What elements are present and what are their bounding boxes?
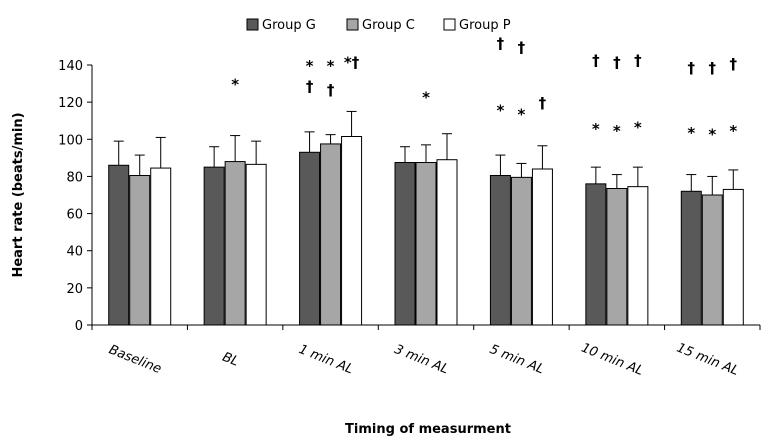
bar <box>394 162 416 326</box>
x-tick-label: 5 min AL <box>487 342 546 377</box>
significance-markers: ** * *†† † *† †* *†† † †* * *† † †* * * <box>231 35 737 144</box>
significance-marker: † <box>592 51 600 69</box>
bar <box>585 183 607 326</box>
bar <box>224 161 246 326</box>
significance-marker: † <box>688 59 696 77</box>
legend-label: Group C <box>362 18 415 33</box>
significance-marker: * <box>422 89 430 107</box>
significance-marker: † <box>613 53 621 71</box>
significance-marker: * <box>613 122 621 140</box>
x-tick-label: 15 min AL <box>674 341 740 379</box>
bar <box>436 159 458 326</box>
legend-label: Group P <box>459 18 511 33</box>
error-bars <box>113 110 739 195</box>
significance-marker: * <box>634 118 642 136</box>
significance-marker: * <box>306 57 314 75</box>
bar <box>341 136 363 326</box>
bar <box>203 166 225 326</box>
significance-marker: † <box>327 81 335 99</box>
y-axis: 0 20 40 60 80 100 120 140 <box>58 59 93 334</box>
x-tick-label: 1 min AL <box>297 342 356 377</box>
significance-marker: * <box>327 57 335 75</box>
x-tick-label: BL <box>220 350 241 370</box>
bar-series <box>108 136 744 326</box>
legend: Group G Group C Group P <box>246 18 511 33</box>
bar <box>129 175 151 326</box>
significance-marker: † <box>497 35 505 53</box>
significance-marker: † <box>730 55 738 73</box>
x-tick-label: 3 min AL <box>392 342 451 377</box>
y-tick-label: 20 <box>66 282 83 297</box>
significance-marker: * <box>687 124 695 142</box>
bar <box>701 194 723 326</box>
significance-marker: * <box>592 120 600 138</box>
y-axis-title: Heart rate (beats/min) <box>11 112 26 277</box>
y-tick-label: 120 <box>58 96 83 111</box>
y-tick-label: 0 <box>75 319 83 334</box>
y-tick-label: 100 <box>58 133 83 148</box>
bar <box>299 151 321 326</box>
legend-swatch <box>246 18 259 31</box>
legend-swatch <box>443 18 456 31</box>
bar <box>150 167 172 326</box>
y-tick-label: 40 <box>66 245 83 260</box>
y-tick-label: 60 <box>66 208 83 223</box>
bar <box>680 190 702 326</box>
legend-label: Group G <box>262 18 316 33</box>
significance-marker: * <box>231 76 239 94</box>
significance-marker: * <box>708 126 716 144</box>
x-axis: Baseline BL 1 min AL 3 min AL 5 min AL 10 min… <box>91 324 761 379</box>
bar <box>245 163 267 326</box>
significance-marker: * <box>729 122 737 140</box>
significance-marker: *† <box>344 53 360 71</box>
y-tick-label: 80 <box>66 170 83 185</box>
significance-marker: † <box>539 94 547 112</box>
significance-marker: * <box>517 105 525 123</box>
bar <box>108 164 130 326</box>
significance-marker: † <box>518 38 526 56</box>
bar <box>606 188 628 326</box>
significance-marker: † <box>634 51 642 69</box>
significance-marker: † <box>709 59 717 77</box>
significance-marker: * <box>496 102 504 120</box>
bar <box>489 175 511 326</box>
x-axis-title: Timing of measurment <box>345 422 511 437</box>
legend-swatch <box>346 18 359 31</box>
x-tick-label: Baseline <box>107 342 164 377</box>
bar <box>320 143 342 326</box>
bar <box>510 176 532 326</box>
y-tick-label: 140 <box>58 59 83 74</box>
bar <box>415 162 437 326</box>
bar <box>531 168 553 326</box>
bar <box>627 186 649 326</box>
x-tick-label: 10 min AL <box>579 341 645 379</box>
significance-marker: † <box>306 77 314 95</box>
bar <box>722 188 744 326</box>
